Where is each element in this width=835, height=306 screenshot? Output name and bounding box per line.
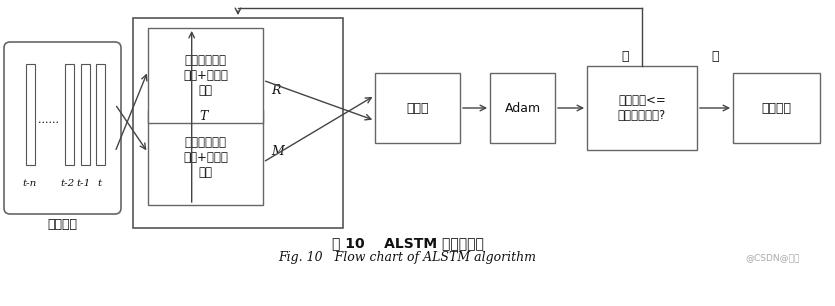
Text: 深度循环神经
网络+注意力
机制: 深度循环神经 网络+注意力 机制 bbox=[183, 136, 228, 179]
Text: M: M bbox=[271, 145, 284, 158]
Bar bbox=[26, 64, 35, 165]
Bar bbox=[490, 73, 555, 143]
Bar bbox=[148, 28, 263, 123]
Text: Fig. 10   Flow chart of ALSTM algorithm: Fig. 10 Flow chart of ALSTM algorithm bbox=[279, 252, 537, 264]
Text: 否: 否 bbox=[622, 50, 630, 62]
FancyBboxPatch shape bbox=[4, 42, 121, 214]
Bar bbox=[587, 66, 697, 150]
Bar bbox=[133, 18, 343, 228]
Text: t-n: t-n bbox=[23, 179, 37, 188]
Text: t-1: t-1 bbox=[77, 179, 91, 188]
Bar bbox=[375, 73, 460, 143]
Text: t: t bbox=[98, 179, 102, 188]
Text: 图 10    ALSTM 的算法流程: 图 10 ALSTM 的算法流程 bbox=[331, 236, 483, 250]
Text: 训练次数<=
设置迭代次数?: 训练次数<= 设置迭代次数? bbox=[618, 94, 666, 122]
Text: ......: ...... bbox=[38, 115, 58, 125]
Text: T: T bbox=[200, 110, 208, 123]
Text: 输入数据: 输入数据 bbox=[48, 218, 78, 230]
Text: 深度循环神经
网络+注意力
机制: 深度循环神经 网络+注意力 机制 bbox=[183, 54, 228, 97]
Text: 训练结束: 训练结束 bbox=[762, 102, 792, 114]
Bar bbox=[148, 110, 263, 205]
Text: 总误差: 总误差 bbox=[407, 102, 428, 114]
Bar bbox=[81, 64, 90, 165]
Text: Adam: Adam bbox=[504, 102, 540, 114]
Bar bbox=[64, 64, 73, 165]
Text: @CSDN@码客: @CSDN@码客 bbox=[746, 253, 800, 263]
Text: 是: 是 bbox=[711, 50, 719, 62]
Text: R: R bbox=[271, 84, 281, 97]
Bar bbox=[733, 73, 820, 143]
Bar bbox=[96, 64, 105, 165]
Text: t-2: t-2 bbox=[60, 179, 74, 188]
